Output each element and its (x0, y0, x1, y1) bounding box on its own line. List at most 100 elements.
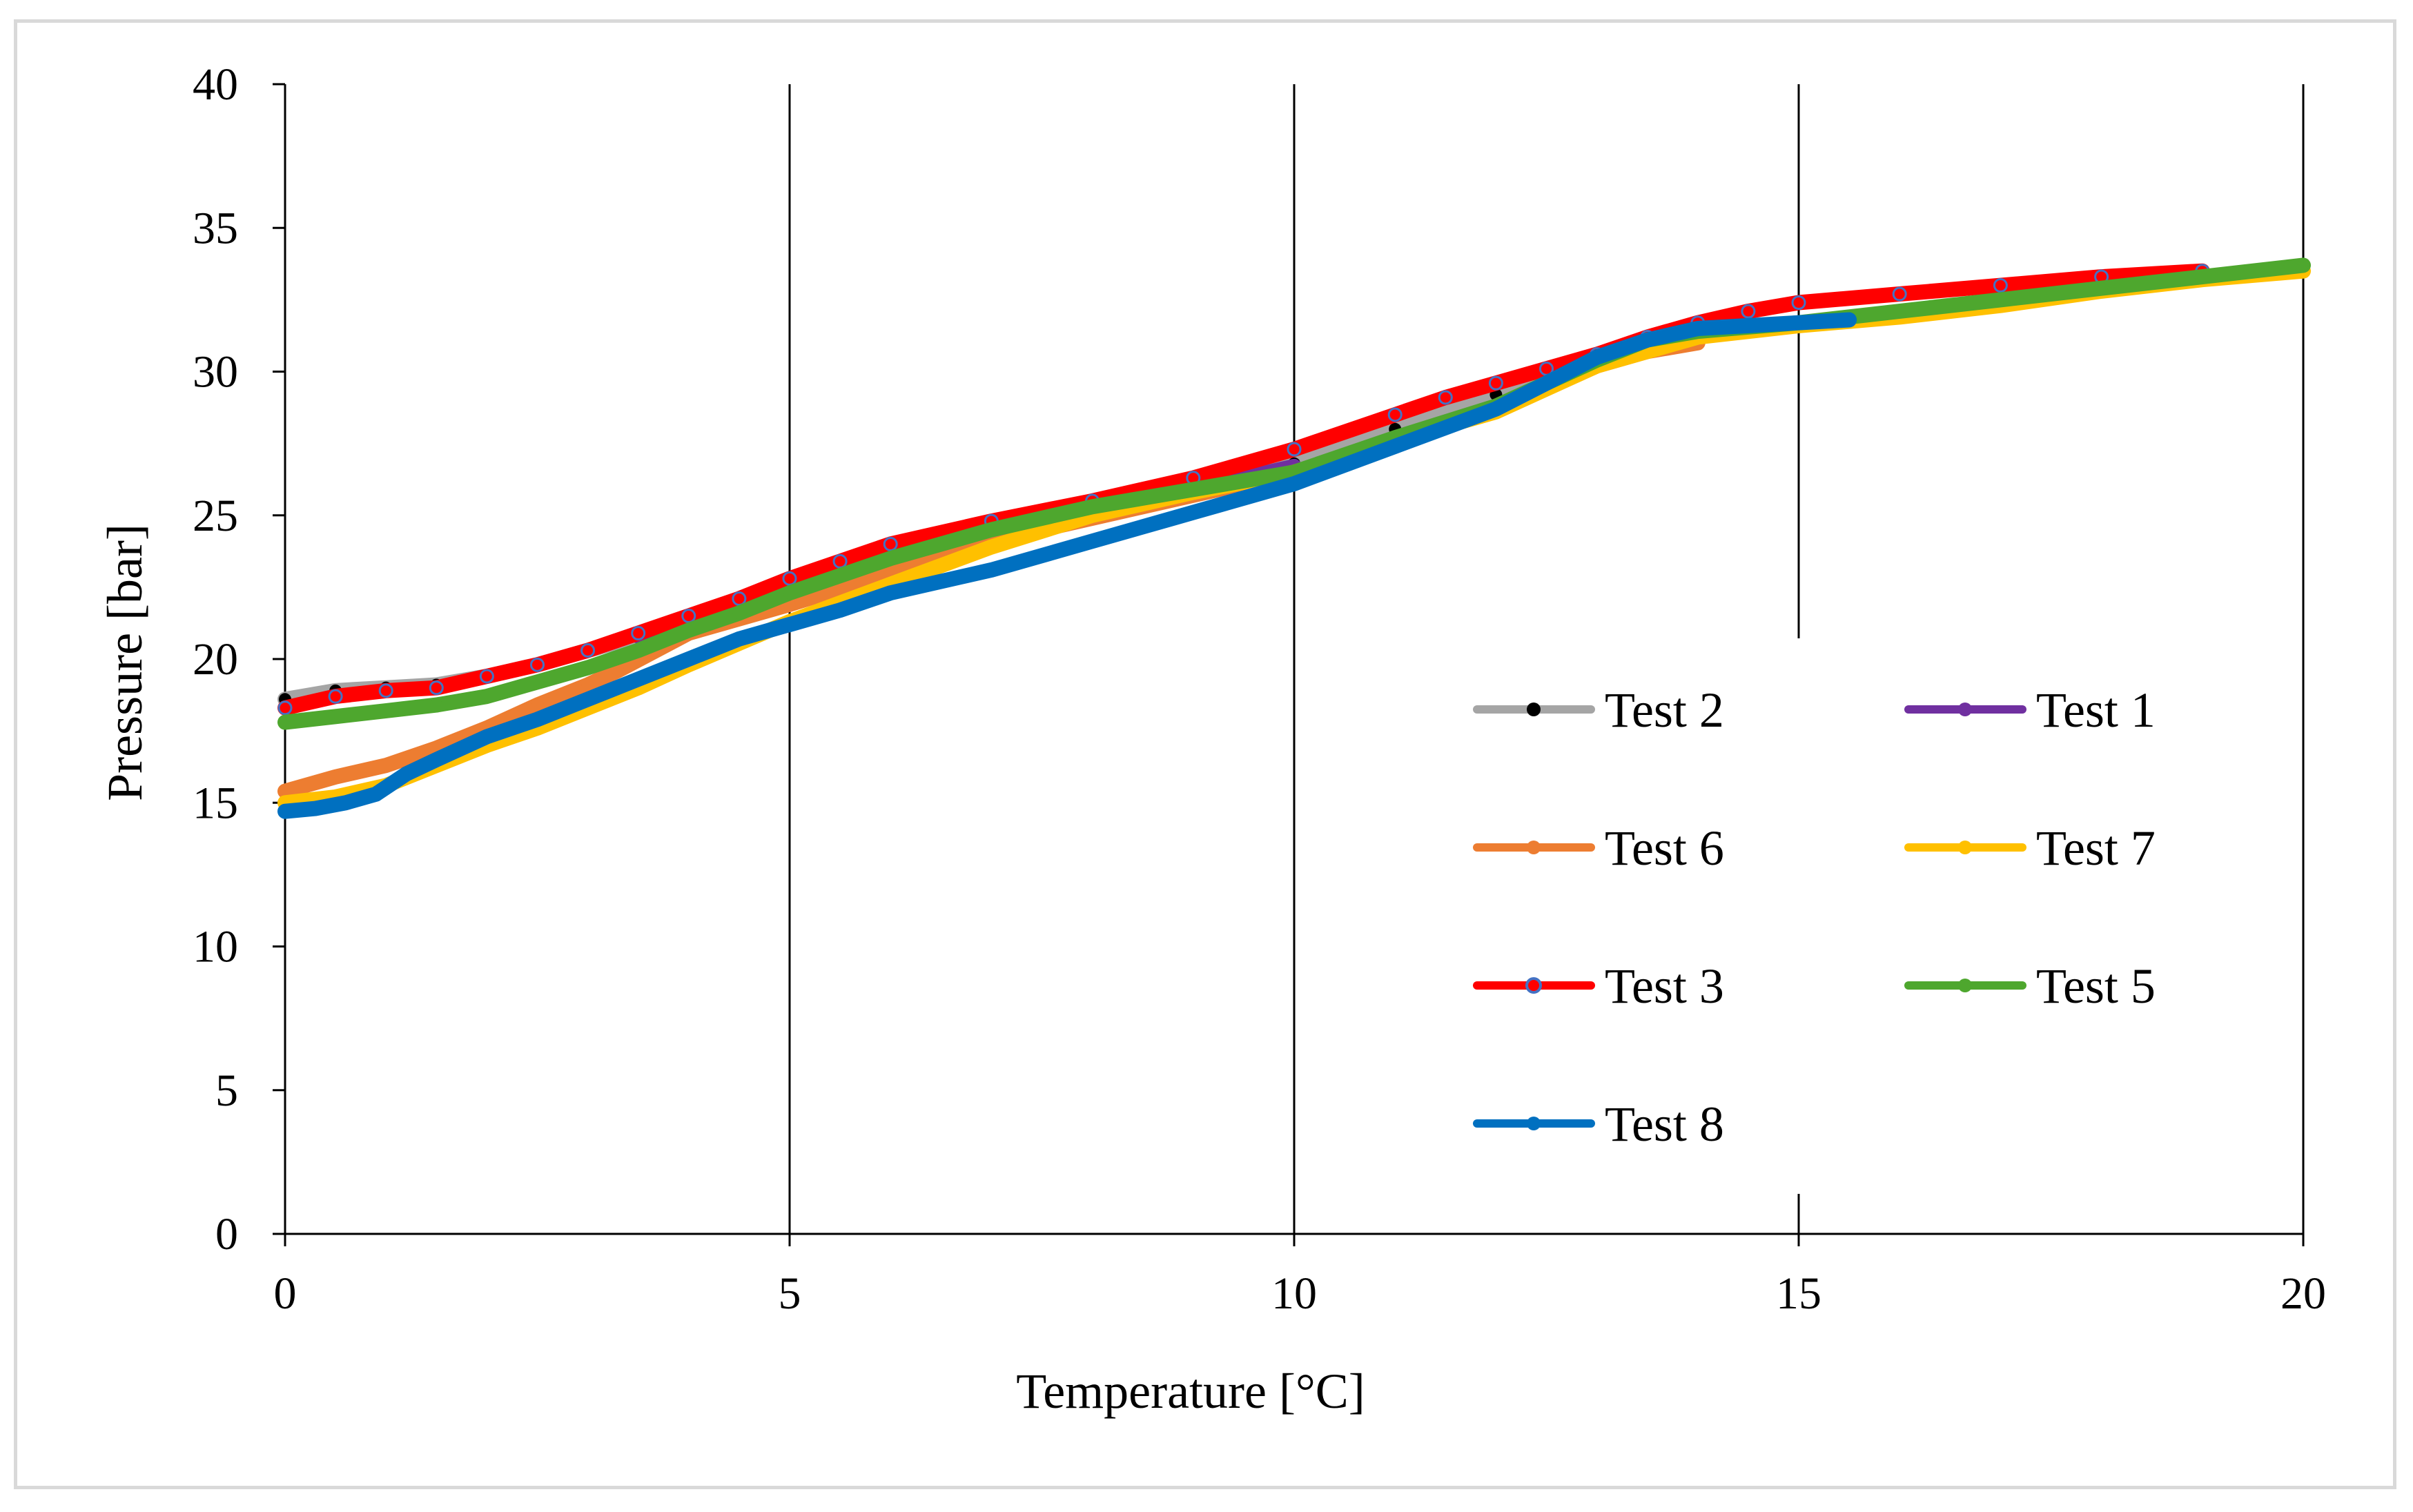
legend-label-test-7: Test 7 (2036, 821, 2156, 876)
point-test-8-7 (531, 713, 544, 726)
legend-label-test-5: Test 5 (2036, 959, 2156, 1014)
series-test-3 (277, 263, 2210, 716)
point-test-8-19 (1389, 440, 1402, 453)
point-test-3-6 (580, 643, 596, 658)
point-test-3-24 (1741, 304, 1756, 319)
point-test-5-14 (1086, 500, 1099, 513)
y-tick-label-10: 10 (193, 922, 238, 972)
series-lines (277, 257, 2311, 819)
point-test-8-11 (732, 632, 745, 645)
point-test-5-24 (1994, 293, 2007, 306)
point-test-8-17 (1186, 506, 1200, 519)
point-test-5-3 (430, 698, 443, 711)
point-test-8-13 (834, 604, 847, 617)
y-tick-label-20: 20 (193, 634, 238, 685)
point-test-6-0 (279, 785, 291, 798)
point-test-5-0 (279, 716, 291, 729)
point-test-3-8 (681, 609, 696, 624)
point-test-5-5 (531, 676, 544, 689)
legend-label-test-2: Test 2 (1605, 683, 1724, 738)
point-test-3-7 (631, 626, 646, 641)
point-test-8-14 (884, 587, 897, 600)
point-test-8-0 (279, 805, 291, 818)
point-test-8-23 (1641, 333, 1654, 346)
x-tick-label-10: 10 (1271, 1268, 1317, 1319)
legend-marker-test-5 (1958, 979, 1972, 992)
legend-marker-test-7 (1958, 841, 1972, 854)
legend-label-test-6: Test 6 (1605, 821, 1724, 876)
point-test-6-2 (380, 759, 393, 772)
point-test-8-6 (480, 730, 494, 743)
point-test-8-26 (1792, 316, 1805, 329)
y-axis-title: Pressure [bar] (97, 524, 153, 801)
point-test-8-15 (985, 563, 998, 576)
point-test-3-16 (1287, 442, 1302, 457)
legend-item-test-3: Test 3 (1473, 959, 1724, 1014)
legend-background (1456, 638, 2271, 1194)
point-test-5-9 (732, 607, 745, 620)
point-test-3-4 (479, 669, 494, 684)
point-test-5-13 (985, 523, 998, 536)
point-test-6-6 (581, 678, 594, 691)
y-tick-label-0: 0 (215, 1209, 238, 1259)
point-test-3-1 (328, 689, 343, 704)
point-test-5-25 (2095, 282, 2108, 295)
y-tick-label-30: 30 (193, 347, 238, 397)
point-test-5-8 (682, 624, 695, 637)
point-test-5-12 (884, 552, 897, 565)
series-line-test-8 (277, 312, 1857, 819)
point-test-8-25 (1741, 319, 1755, 332)
series-test-8 (277, 312, 1857, 819)
y-tick-label-15: 15 (193, 778, 238, 828)
legend-item-test-8: Test 8 (1473, 1097, 1724, 1152)
point-test-5-26 (2196, 271, 2209, 284)
point-test-8-2 (339, 796, 352, 809)
point-test-7-11 (985, 540, 998, 553)
legend-label-test-8: Test 8 (1605, 1097, 1724, 1152)
point-test-8-24 (1691, 322, 1704, 335)
legend-label-test-3: Test 3 (1605, 959, 1724, 1014)
legend-marker-test-1 (1958, 703, 1972, 716)
legend-box (1456, 638, 2271, 1194)
legend-marker-test-2 (1527, 703, 1541, 716)
point-test-8-4 (400, 767, 413, 780)
point-test-5-10 (783, 587, 796, 600)
point-test-8-12 (783, 618, 796, 631)
point-test-3-25 (1791, 295, 1806, 311)
legend: Test 2 Test 1 Test 6 Test 7 Test 3 Test 5 Test… (1473, 683, 2156, 1152)
point-test-8-16 (1086, 535, 1099, 548)
y-tick-label-35: 35 (193, 203, 238, 253)
x-tick-label-0: 0 (274, 1268, 297, 1319)
point-test-3-11 (832, 553, 848, 569)
point-test-5-27 (2297, 259, 2309, 272)
point-test-8-20 (1489, 402, 1503, 415)
point-test-6-1 (329, 770, 342, 783)
point-test-3-17 (1387, 407, 1403, 422)
point-test-8-18 (1288, 477, 1300, 490)
legend-item-test-1: Test 1 (1904, 683, 2156, 738)
point-test-3-12 (883, 536, 898, 551)
y-tick-label-40: 40 (193, 59, 238, 110)
point-test-3-19 (1488, 375, 1503, 391)
point-test-3-5 (530, 657, 545, 672)
x-tick-label-20: 20 (2280, 1268, 2326, 1319)
point-test-6-7 (612, 664, 625, 677)
point-test-8-9 (632, 673, 645, 686)
legend-marker-test-3 (1525, 977, 1542, 994)
series-line-test-3 (277, 263, 2210, 716)
point-test-5-1 (329, 710, 342, 723)
point-test-8-27 (1843, 313, 1856, 326)
x-axis-title: Temperature [°C] (1016, 1364, 1365, 1419)
point-test-3-2 (378, 683, 393, 698)
point-test-6-5 (531, 698, 544, 711)
legend-label-test-1: Test 1 (2036, 683, 2156, 738)
y-tick-label-25: 25 (193, 491, 238, 541)
x-tick-label-5: 5 (779, 1268, 801, 1319)
point-test-5-4 (480, 690, 494, 703)
point-test-5-15 (1186, 483, 1200, 496)
point-test-5-23 (1893, 305, 1906, 318)
point-test-5-2 (380, 704, 393, 717)
x-tick-label-15: 15 (1776, 1268, 1821, 1319)
point-test-8-8 (581, 693, 594, 706)
